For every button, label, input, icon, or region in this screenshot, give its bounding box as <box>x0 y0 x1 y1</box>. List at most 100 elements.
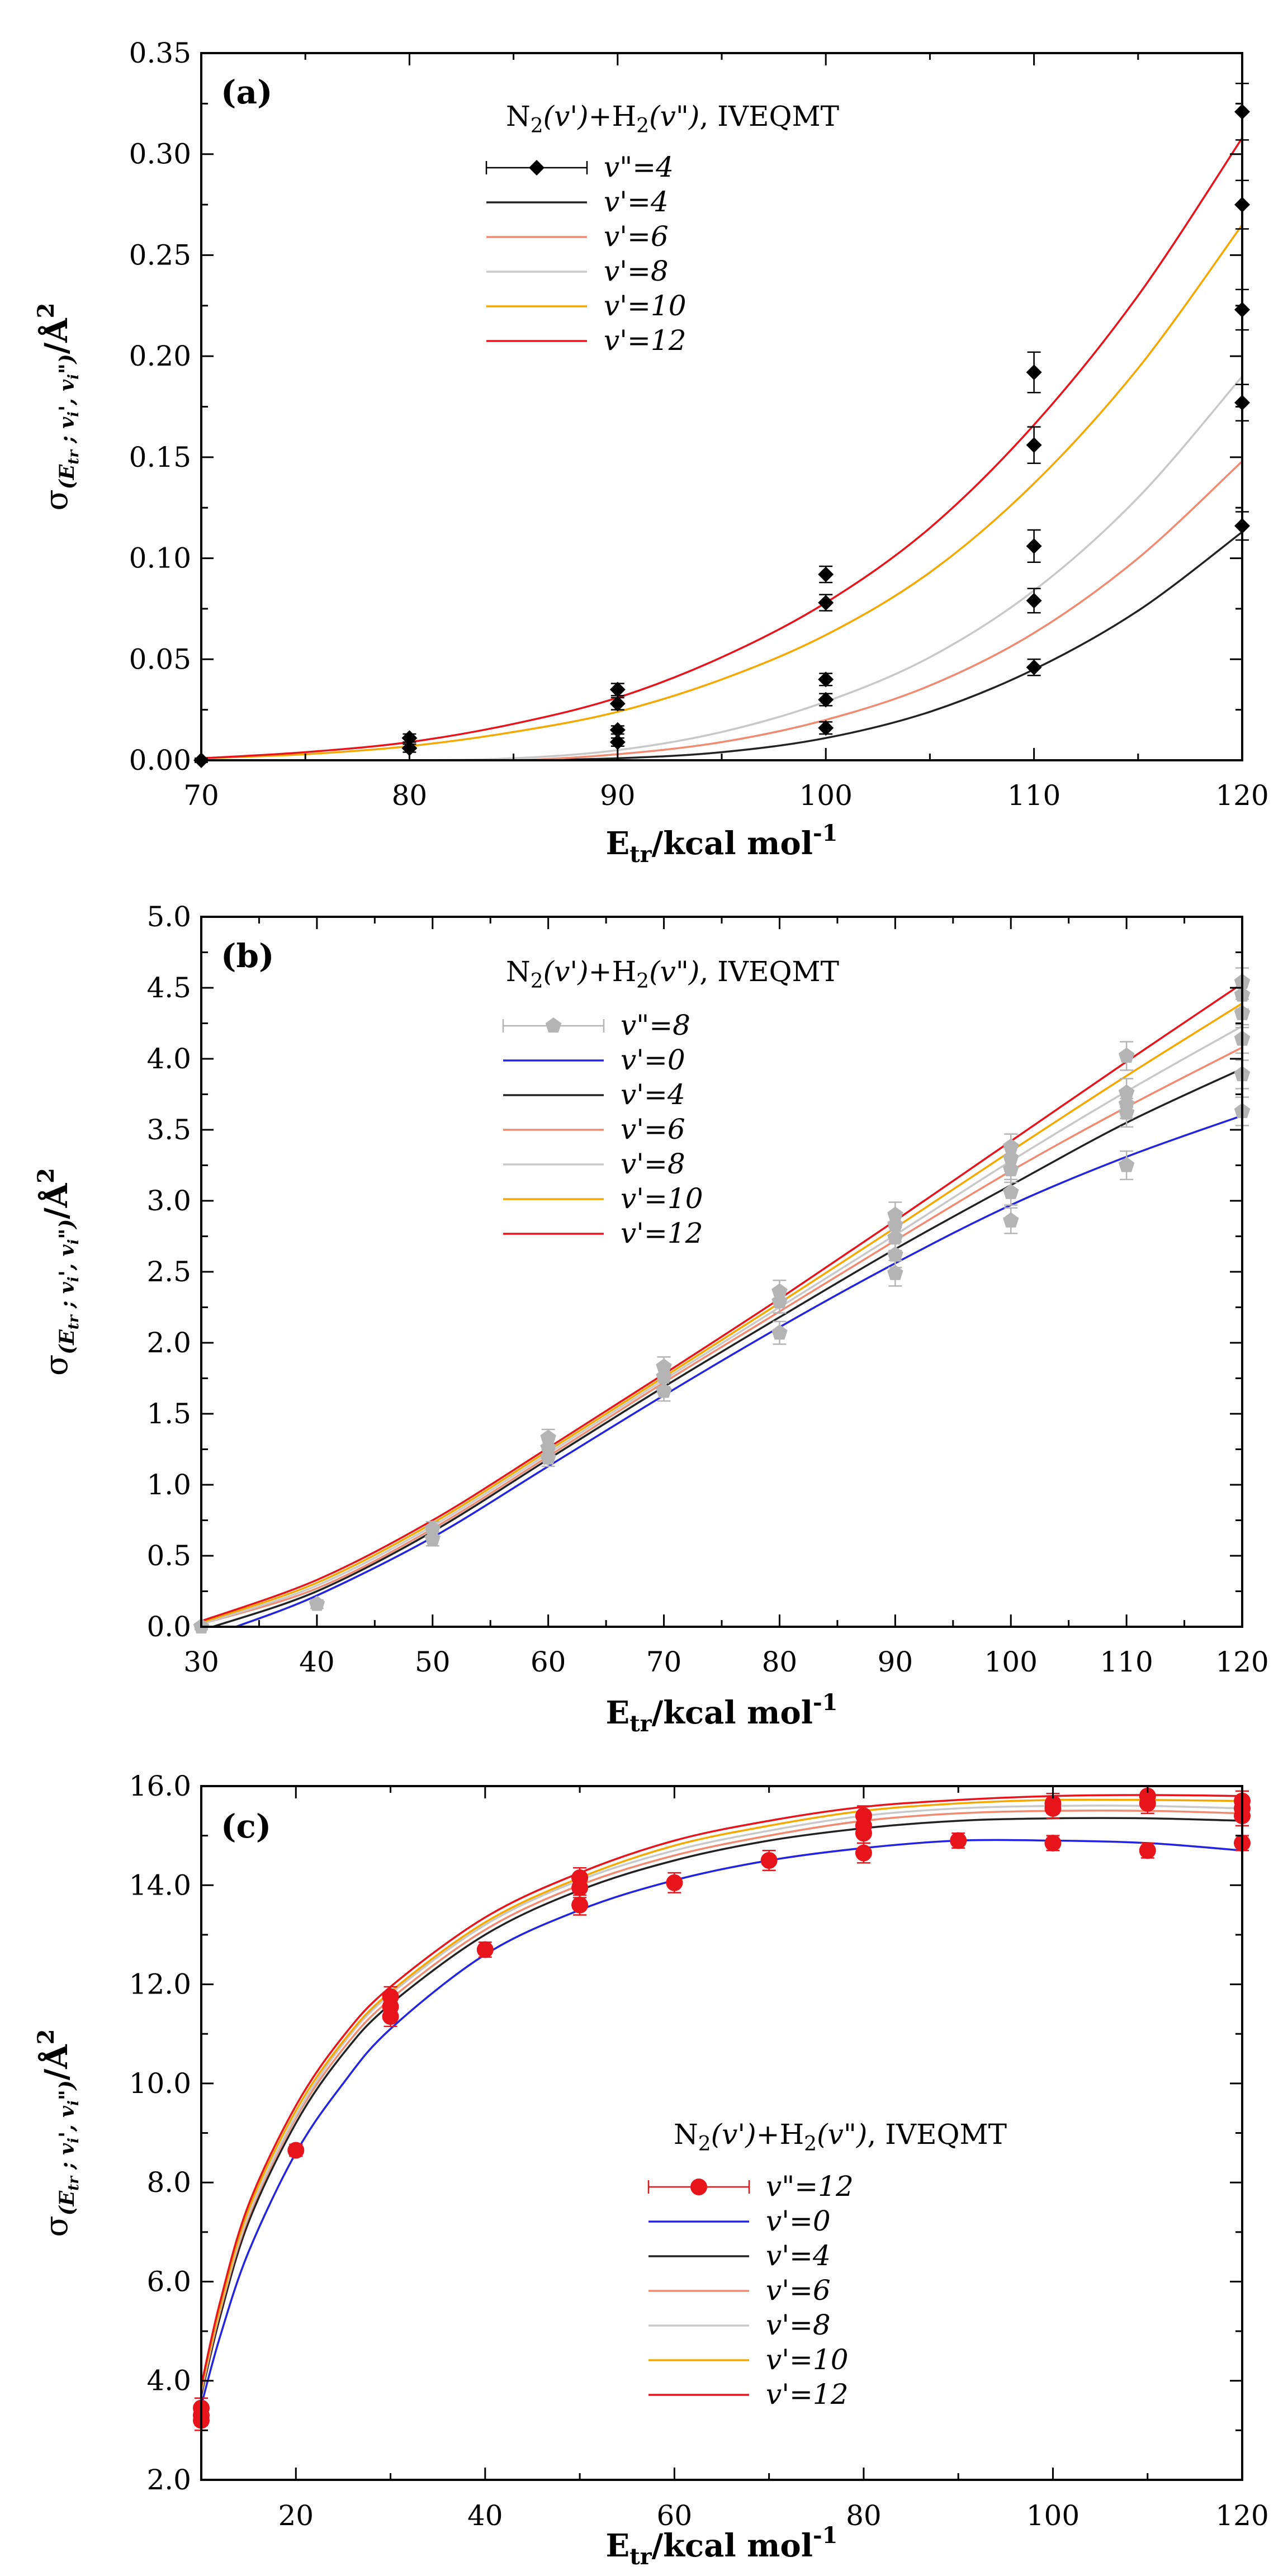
series-line-1 <box>201 460 1242 760</box>
legend-label: v'=8 <box>621 1148 685 1180</box>
series-line-5 <box>201 1794 1242 2386</box>
legend-label: v'=10 <box>621 1182 703 1215</box>
series-line-4 <box>201 1002 1242 1624</box>
data-point <box>1026 593 1042 609</box>
y-tick-label: 4.0 <box>146 2365 191 2397</box>
y-tick-label: 2.0 <box>146 1327 191 1359</box>
legend-title: N2(v')+H2(v"), IVEQMT <box>506 100 839 138</box>
y-tick-label: 5.0 <box>146 901 191 933</box>
data-point <box>1026 538 1042 554</box>
legend-label: v'=10 <box>604 290 687 322</box>
series-line-0 <box>201 531 1242 760</box>
data-point <box>609 681 626 698</box>
x-tick-label: 90 <box>878 1646 913 1678</box>
y-tick-label: 0.0 <box>146 1611 191 1643</box>
legend: N2(v')+H2(v"), IVEQMTv"=12v'=0v'=4v'=6v'… <box>647 2118 1007 2411</box>
legend-entry-points: v"=4 <box>485 151 674 183</box>
data-point <box>309 1595 325 1611</box>
data-point <box>887 1216 903 1232</box>
legend-entry: v'=4 <box>486 186 669 218</box>
legend-entry: v'=4 <box>648 2239 831 2272</box>
x-axis-title: Etr/kcal mol-1 <box>606 820 838 868</box>
x-tick-label: 70 <box>646 1646 682 1678</box>
legend-label: v'=4 <box>766 2239 831 2272</box>
x-tick-label: 90 <box>600 779 636 812</box>
y-tick-label: 0.00 <box>129 744 191 776</box>
x-tick-label: 50 <box>415 1646 451 1678</box>
data-point <box>1118 1104 1135 1120</box>
data-points <box>193 82 1250 768</box>
legend-entry: v'=6 <box>486 220 669 253</box>
data-point <box>540 1429 556 1445</box>
series-line-2 <box>201 1810 1242 2394</box>
legend: N2(v')+H2(v"), IVEQMTv"=8v'=0v'=4v'=6v'=… <box>502 955 839 1249</box>
y-tick-label: 0.25 <box>129 239 191 271</box>
y-axis-title: σ(Etr ; vi', vi")/Å2 <box>33 2029 82 2237</box>
data-points <box>193 1785 1251 2431</box>
x-tick-label: 110 <box>1007 779 1061 812</box>
legend-title: N2(v')+H2(v"), IVEQMT <box>674 2118 1007 2156</box>
x-tick-label: 120 <box>1215 2499 1268 2532</box>
x-tick-label: 80 <box>392 779 428 812</box>
x-tick-label: 80 <box>846 2499 882 2532</box>
plot-frame <box>200 52 1243 761</box>
legend-entry: v'=6 <box>648 2274 831 2307</box>
x-tick-label: 120 <box>1215 779 1268 812</box>
data-point <box>771 1293 788 1309</box>
panel-label: (c) <box>221 1807 271 1845</box>
data-point <box>656 1368 672 1384</box>
data-point <box>476 1941 494 1958</box>
data-point <box>771 1324 788 1340</box>
data-points <box>193 967 1251 1634</box>
legend-entry-points: v"=12 <box>647 2170 854 2203</box>
data-point <box>1026 659 1042 675</box>
y-tick-label: 3.5 <box>146 1114 191 1146</box>
x-tick-label: 40 <box>299 1646 335 1678</box>
chart-panel-1: 30 40 50 60 70 80 90 100 110 120 0.0 0.5 1.0 1.5 2.0 2.… <box>33 901 1269 1737</box>
legend-label: v'=12 <box>766 2378 849 2411</box>
legend-label: v'=6 <box>621 1113 685 1145</box>
data-point <box>1026 437 1042 453</box>
data-point <box>424 1530 441 1546</box>
legend-entry: v'=6 <box>503 1113 685 1145</box>
legend-label: v"=4 <box>604 151 674 183</box>
legend-entry-points: v"=8 <box>502 1009 690 1041</box>
y-tick-label: 10.0 <box>129 2067 191 2100</box>
legend-entry: v'=8 <box>486 255 669 287</box>
legend-entry: v'=12 <box>503 1217 703 1249</box>
y-tick-label: 12.0 <box>129 1968 191 2001</box>
data-point <box>609 695 626 712</box>
series-line-2 <box>201 1046 1242 1625</box>
legend-marker <box>529 160 545 176</box>
legend-entry: v'=12 <box>486 324 687 357</box>
data-point <box>1003 1212 1019 1228</box>
y-tick-label: 16.0 <box>129 1770 191 1802</box>
data-point <box>887 1246 903 1262</box>
legend-entry: v'=12 <box>648 2378 849 2411</box>
legend-entry: v'=0 <box>503 1044 685 1076</box>
legend: N2(v')+H2(v"), IVEQMTv"=4v'=4v'=6v'=8v'=… <box>485 100 839 357</box>
chart-panel-0: 70 80 90 100 110 120 0.00 0.05 0.10 0.15 0.20 0.25 0… <box>33 37 1269 868</box>
x-axis-title: Etr/kcal mol-1 <box>606 2522 838 2570</box>
y-tick-label: 0.15 <box>129 441 191 473</box>
data-point <box>1003 1183 1019 1199</box>
y-tick-label: 1.5 <box>146 1398 191 1430</box>
data-point <box>1044 1834 1062 1852</box>
data-point <box>818 671 834 688</box>
legend-label: v'=6 <box>766 2274 831 2307</box>
data-point <box>1118 1157 1135 1172</box>
data-point <box>656 1358 672 1374</box>
legend-label: v'=10 <box>766 2343 849 2376</box>
y-tick-label: 4.5 <box>146 972 191 1004</box>
data-point <box>818 692 834 708</box>
data-point <box>887 1265 903 1280</box>
data-point <box>1139 1795 1156 1812</box>
series-line-2 <box>201 376 1242 760</box>
legend-entry: v'=8 <box>503 1148 685 1180</box>
fit-curves <box>201 1794 1242 2406</box>
data-point <box>540 1449 556 1465</box>
data-point <box>656 1382 672 1398</box>
y-tick-label: 0.30 <box>129 138 191 171</box>
y-tick-label: 0.05 <box>129 643 191 675</box>
x-tick-label: 100 <box>799 779 852 812</box>
